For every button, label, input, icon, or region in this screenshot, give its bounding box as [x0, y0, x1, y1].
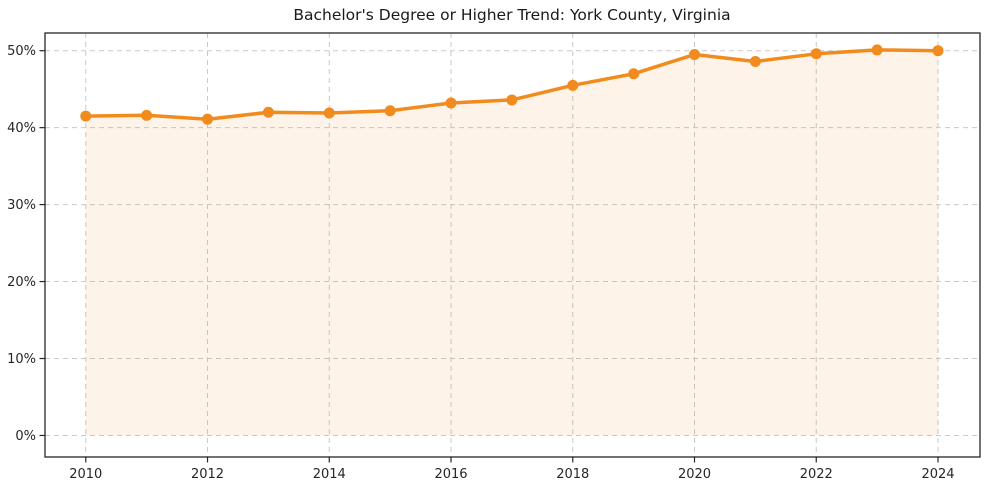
data-point-marker — [932, 45, 944, 57]
data-point-marker — [749, 55, 761, 67]
data-point-marker — [323, 107, 335, 119]
x-tick-label: 2022 — [800, 467, 833, 482]
chart-title: Bachelor's Degree or Higher Trend: York … — [293, 6, 730, 24]
data-point-marker — [567, 79, 579, 91]
y-tick-label: 50% — [7, 44, 36, 59]
area-layer — [85, 49, 939, 436]
data-point-marker — [871, 44, 883, 56]
data-point-marker — [628, 68, 640, 80]
grid-layer — [45, 33, 980, 457]
data-point-marker — [262, 106, 274, 118]
y-tick-label: 30% — [7, 198, 36, 213]
x-tick-label: 2018 — [556, 467, 589, 482]
data-point-marker — [810, 48, 822, 60]
data-point-marker — [141, 109, 153, 121]
area-fill — [85, 49, 939, 436]
x-tick-label: 2024 — [921, 467, 954, 482]
y-tick-label: 10% — [7, 352, 36, 367]
y-tick-label: 0% — [15, 429, 36, 444]
data-point-marker — [689, 49, 701, 61]
marker-layer — [80, 44, 944, 125]
y-tick-label: 40% — [7, 121, 36, 136]
data-point-marker — [384, 105, 396, 117]
plot-border — [44, 32, 981, 458]
data-point-marker — [445, 97, 457, 109]
y-tick-label: 20% — [7, 275, 36, 290]
data-point-marker — [202, 113, 214, 125]
x-tick-label: 2020 — [678, 467, 711, 482]
data-point-marker — [80, 110, 92, 122]
x-tick-label: 2014 — [313, 467, 346, 482]
x-tick-label: 2012 — [191, 467, 224, 482]
data-point-marker — [506, 94, 518, 106]
tick-label-layer: 2010 2012 2014 2016 2018 2020 2022 2024 0% 10% 20%… — [7, 44, 954, 482]
x-tick-label: 2016 — [434, 467, 467, 482]
x-tick-label: 2010 — [69, 467, 102, 482]
axis-layer — [39, 32, 981, 463]
